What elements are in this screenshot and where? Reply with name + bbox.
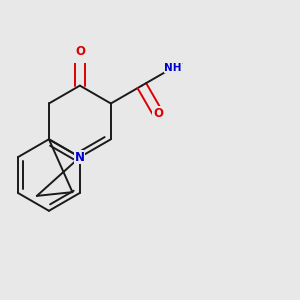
- Text: NH: NH: [164, 63, 182, 73]
- Text: N: N: [75, 151, 85, 164]
- Text: O: O: [153, 107, 163, 120]
- Text: O: O: [75, 45, 85, 58]
